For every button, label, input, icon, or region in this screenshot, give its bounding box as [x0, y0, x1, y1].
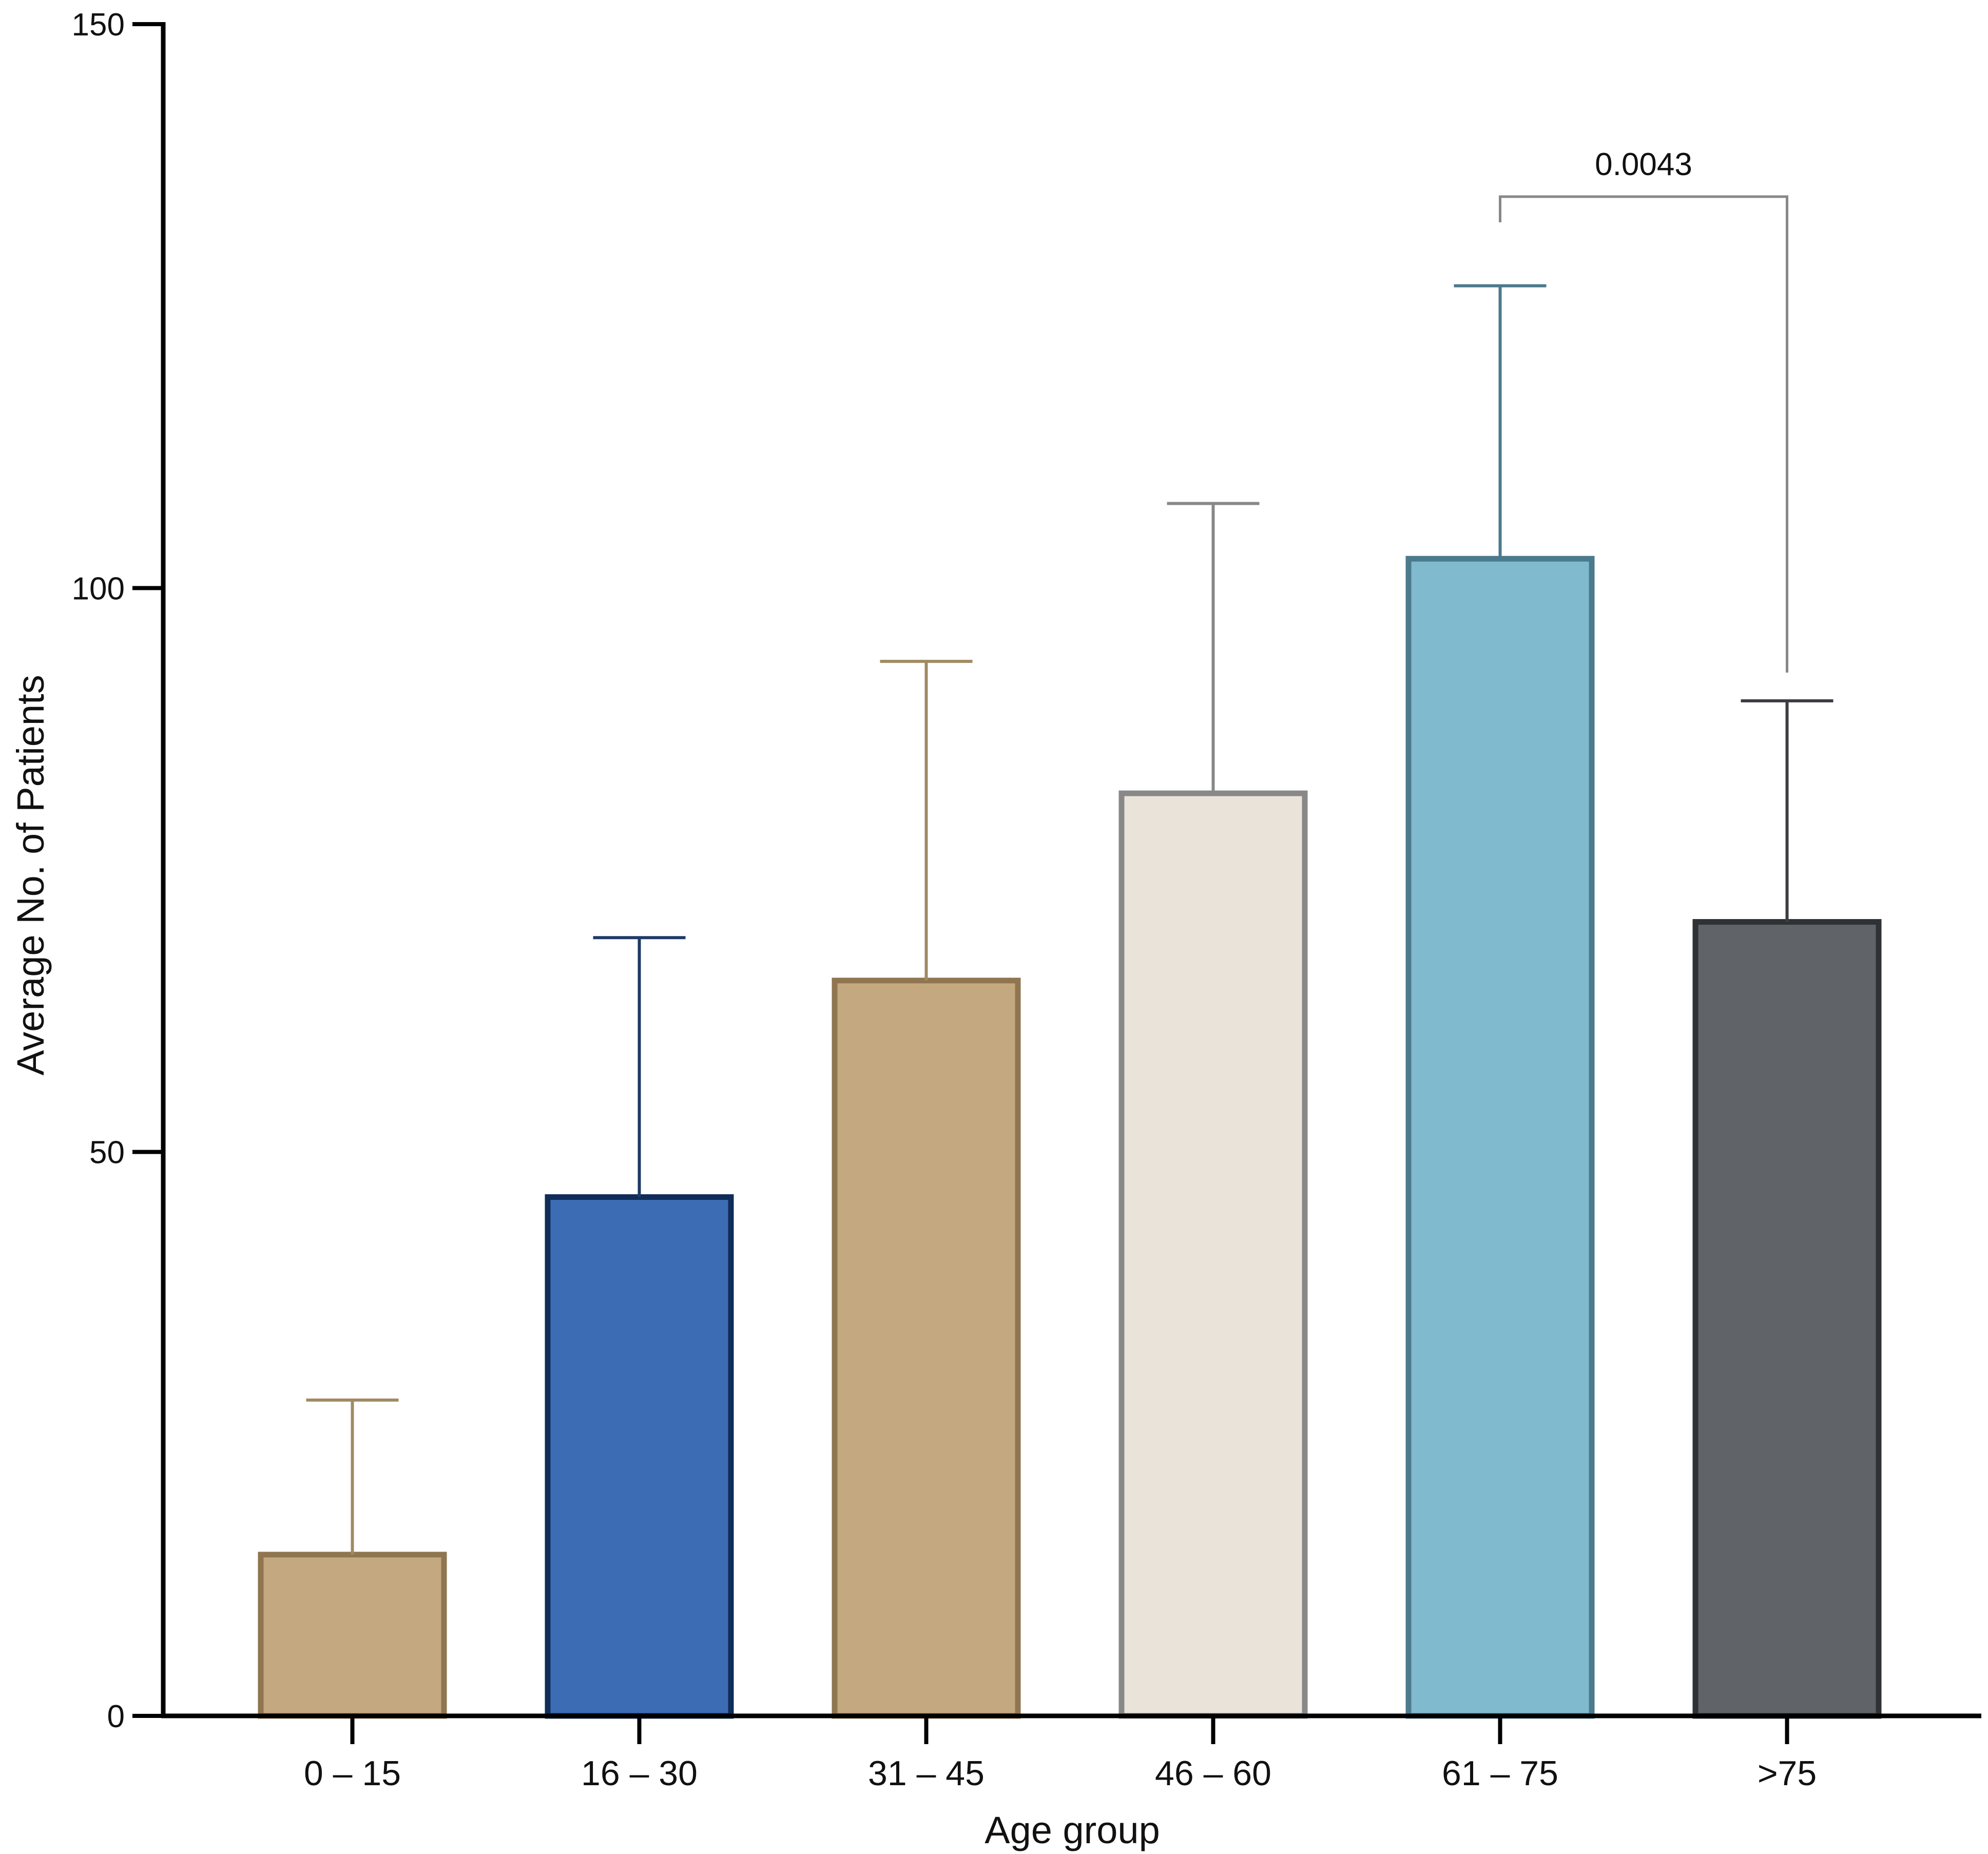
x-tick-label: 31 – 45	[868, 1754, 985, 1793]
y-tick-label: 0	[107, 1699, 125, 1734]
significance-label: 0.0043	[1595, 147, 1692, 182]
significance-bracket	[1499, 195, 1788, 673]
y-tick-label: 100	[72, 571, 125, 606]
bar	[1405, 556, 1595, 1719]
bar	[1692, 919, 1882, 1719]
x-tick-label: >75	[1758, 1754, 1817, 1793]
bar	[1118, 790, 1308, 1719]
y-tick-label: 50	[89, 1135, 125, 1171]
x-axis-title: Age group	[985, 1809, 1160, 1851]
x-tick-label: 46 – 60	[1155, 1754, 1271, 1793]
x-tick-label: 16 – 30	[581, 1754, 698, 1793]
x-tick-label: 61 – 75	[1442, 1754, 1558, 1793]
x-tick-label: 0 – 15	[304, 1754, 401, 1793]
bar	[545, 1194, 734, 1719]
y-tick-label: 150	[72, 7, 125, 43]
y-axis-title: Average No. of Patients	[9, 675, 52, 1075]
bar	[832, 978, 1021, 1719]
bar	[258, 1552, 447, 1719]
